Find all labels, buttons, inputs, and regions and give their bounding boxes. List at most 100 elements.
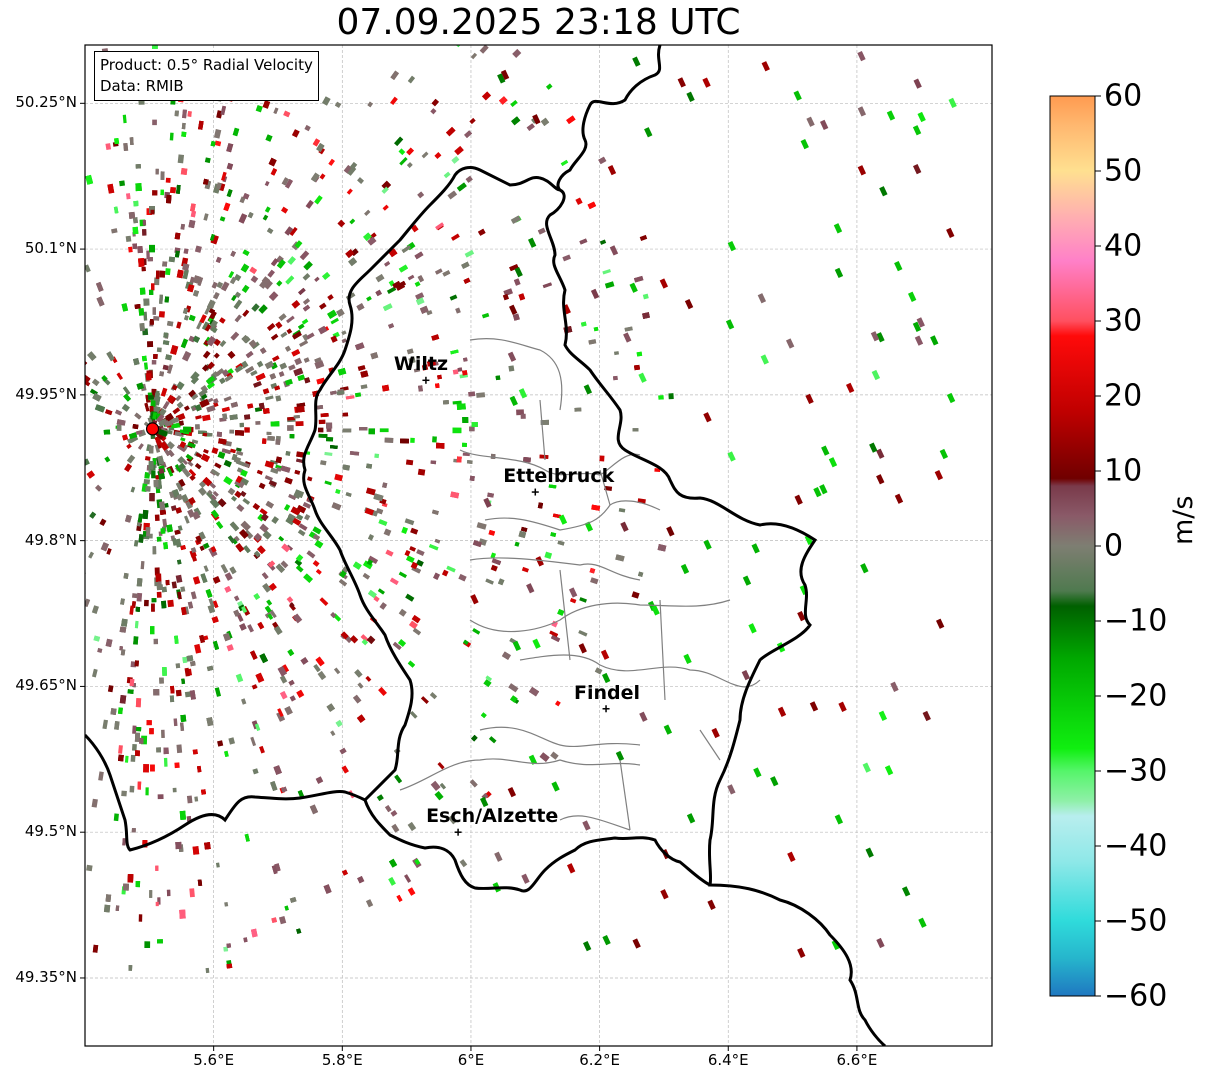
radar-echo-cell: [490, 564, 498, 572]
radar-echo-cell: [52, 497, 60, 504]
radar-echo-cell: [223, 475, 233, 486]
radar-echo-cell: [539, 454, 549, 459]
radar-echo-cell: [52, 497, 60, 504]
radar-echo-cell: [18, 455, 26, 461]
radar-echo-cell: [138, 914, 143, 922]
radar-echo-cell: [368, 555, 379, 565]
radar-echo-cell: [73, 943, 78, 948]
radar-echo-cell: [57, 151, 65, 161]
radar-echo-cell: [262, 407, 270, 415]
radar-echo-cell: [410, 527, 419, 535]
radar-echo-cell: [409, 710, 418, 719]
radar-echo-cell: [94, 484, 103, 492]
radar-echo-cell: [435, 383, 440, 389]
radar-echo-cell: [34, 48, 42, 56]
radar-echo-cell: [562, 254, 571, 262]
radar-echo-cell: [78, 595, 83, 601]
radar-echo-cell: [275, 255, 284, 264]
radar-echo-cell: [63, 219, 68, 225]
radar-echo-cell: [1, 382, 10, 389]
radar-echo-cell: [30, 279, 38, 288]
radar-echo-cell: [149, 728, 154, 735]
radar-echo-cell: [103, 429, 111, 435]
radar-echo-cell: [132, 743, 137, 751]
radar-echo-cell: [258, 304, 268, 314]
radar-echo-cell: [64, 265, 71, 272]
radar-echo-cell: [200, 393, 208, 400]
radar-echo-cell: [46, 599, 53, 606]
radar-echo-cell: [36, 320, 42, 326]
radar-echo-cell: [66, 632, 73, 639]
radar-echo-cell: [150, 400, 156, 407]
radar-echo-cell: [85, 264, 91, 273]
radar-echo-cell: [450, 233, 460, 241]
radar-echo-cell: [317, 427, 324, 433]
colorbar-gradient: [1049, 95, 1096, 997]
radar-echo-cell: [181, 350, 192, 362]
radar-echo-cell: [211, 447, 219, 455]
radar-echo-cell: [668, 393, 674, 400]
radar-echo-cell: [146, 720, 152, 726]
radar-echo-cell: [66, 110, 72, 119]
radar-echo-cell: [483, 679, 492, 688]
radar-echo-cell: [324, 451, 333, 457]
radar-echo-cell: [70, 604, 78, 613]
radar-echo-cell: [142, 229, 147, 236]
radar-echo-cell: [466, 460, 473, 464]
radar-echo-cell: [294, 357, 303, 366]
radar-echo-cell: [452, 400, 462, 405]
radar-echo-cell: [642, 293, 649, 300]
radar-echo-cell: [111, 228, 118, 234]
radar-echo-cell: [24, 412, 33, 417]
radar-echo-cell: [119, 180, 126, 187]
radar-echo-cell: [289, 433, 295, 439]
radar-echo-cell: [435, 222, 445, 230]
radar-echo-cell: [286, 328, 293, 335]
radar-echo-cell: [512, 48, 522, 58]
radar-echo-cell: [143, 362, 149, 370]
radar-echo-cell: [317, 670, 327, 681]
radar-echo-cell: [266, 431, 272, 435]
radar-echo-cell: [214, 687, 222, 697]
radar-echo-cell: [293, 414, 300, 419]
radar-echo-cell: [366, 463, 373, 469]
radar-echo-cell: [299, 340, 309, 347]
radar-echo-cell: [180, 714, 187, 722]
radar-echo-cell: [72, 739, 78, 748]
radar-echo-cell: [228, 737, 236, 745]
radar-echo-cell: [135, 183, 142, 192]
radar-echo-cell: [429, 692, 438, 700]
radar-echo-cell: [2, 791, 8, 798]
radar-echo-cell: [75, 590, 82, 599]
radar-echo-cell: [462, 370, 468, 376]
radar-echo-cell: [64, 231, 69, 237]
radar-echo-cell: [36, 635, 44, 643]
lat-tick-label: 49.8°N: [24, 530, 77, 549]
radar-echo-cell: [181, 122, 186, 130]
radar-echo-cell: [421, 151, 429, 159]
radar-echo-cell: [462, 442, 467, 448]
radar-echo-cell: [122, 883, 129, 891]
radar-echo-cell: [0, 408, 4, 412]
radar-echo-cell: [285, 450, 291, 456]
radar-echo-cell: [508, 683, 519, 693]
radar-echo-cell: [251, 684, 258, 690]
radar-echo-cell: [57, 151, 65, 161]
city-label: Wiltz: [393, 353, 449, 376]
radar-echo-cell: [252, 768, 259, 775]
city-label: Esch/Alzette: [426, 805, 559, 828]
radar-echo-cell: [2, 587, 9, 594]
radar-echo-cell: [488, 736, 497, 744]
radar-echo-cell: [516, 409, 525, 416]
radar-echo-cell: [6, 288, 13, 295]
radar-echo-cell: [49, 461, 56, 467]
radar-echo-cell: [430, 780, 441, 791]
radar-echo-cell: [405, 555, 415, 563]
radar-echo-cell: [64, 231, 69, 237]
radar-echo-cell: [155, 475, 159, 480]
radar-echo-cell: [599, 239, 607, 245]
radar-echo-cell: [133, 636, 139, 645]
radar-echo-cell: [468, 391, 476, 397]
radar-echo-cell: [69, 469, 75, 474]
